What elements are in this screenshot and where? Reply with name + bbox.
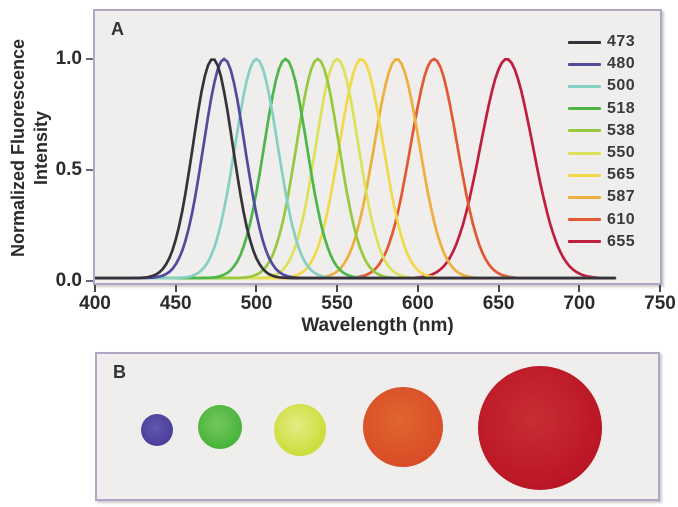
panel-a-label: A [111,19,124,39]
x-tick-label-450: 450 [159,293,192,314]
y-tick-label-0.0: 0.0 [55,270,82,291]
legend-label-518: 518 [607,99,636,117]
legend-swatch-550 [568,151,601,155]
legend-label-565: 565 [607,166,636,184]
legend-item-500: 500 [568,75,635,97]
x-tick-label-700: 700 [563,293,596,314]
legend-item-587: 587 [568,186,635,208]
x-axis-title: Wavelength (nm) [301,315,454,336]
legend-item-565: 565 [568,164,635,186]
legend-item-655: 655 [568,231,635,253]
spectrum-curve-473 [95,58,617,280]
x-tick-mark-550 [336,285,339,292]
legend-item-538: 538 [568,120,635,142]
y-tick-mark-0.5 [86,169,93,171]
x-tick-mark-700 [578,285,581,292]
y-axis-title: Normalized Fluorescence Intensity [7,39,53,257]
legend-item-610: 610 [568,209,635,231]
legend-label-610: 610 [607,210,636,228]
qdot-size-3 [274,404,326,456]
legend-swatch-565 [568,173,601,177]
y-axis-title-line2: Intensity [31,110,51,186]
y-axis-title-line1: Normalized Fluorescence [8,38,28,258]
legend-label-587: 587 [607,188,636,206]
legend-swatch-587 [568,195,601,199]
x-tick-label-500: 500 [240,293,273,314]
legend-item-550: 550 [568,142,635,164]
x-tick-label-600: 600 [401,293,434,314]
legend-label-655: 655 [607,232,636,250]
x-tick-mark-500 [255,285,258,292]
x-tick-label-650: 650 [482,293,515,314]
y-tick-label-1.0: 1.0 [55,48,82,69]
qdot-size-1 [141,414,173,446]
panel-a-spectra-plot: A 473 480 500 518 538 550 565 587 610 655 [93,9,662,285]
legend-swatch-610 [568,218,601,222]
legend: 473 480 500 518 538 550 565 587 610 655 [568,31,635,253]
panel-b-label: B [113,362,126,382]
qdot-size-5 [478,366,602,490]
legend-swatch-500 [568,84,601,88]
legend-item-518: 518 [568,98,635,120]
x-tick-mark-400 [94,285,96,292]
qdot-size-2 [198,405,242,449]
y-tick-mark-1.0 [86,58,93,60]
x-tick-label-750: 750 [644,293,676,314]
legend-item-480: 480 [568,53,635,75]
legend-label-550: 550 [607,144,636,162]
legend-swatch-538 [568,129,601,133]
x-tick-mark-750 [659,285,661,292]
legend-item-473: 473 [568,31,635,53]
legend-label-473: 473 [607,33,636,51]
x-tick-mark-450 [174,285,177,292]
legend-swatch-518 [568,107,601,111]
x-tick-label-550: 550 [321,293,353,314]
x-tick-mark-650 [497,285,500,292]
qdot-size-4 [363,387,443,467]
legend-label-538: 538 [607,121,636,139]
spectra-curves-plot [95,57,617,280]
legend-swatch-655 [568,240,601,244]
legend-label-500: 500 [607,77,636,95]
y-tick-label-0.5: 0.5 [55,159,82,180]
x-tick-label-400: 400 [79,293,111,314]
legend-swatch-473 [568,40,601,44]
x-tick-mark-600 [416,285,419,292]
legend-swatch-480 [568,62,601,66]
y-tick-mark-0.0 [86,280,93,282]
legend-label-480: 480 [607,55,636,73]
panel-b-dot-sizes: B [95,352,660,501]
